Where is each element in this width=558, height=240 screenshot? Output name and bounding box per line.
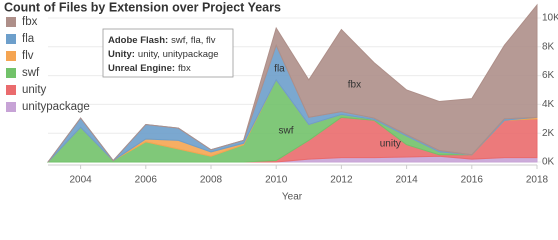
legend-label: unity [22,84,47,96]
area [47,3,538,163]
area-label: fla [274,64,285,75]
x-axis-label: Year [282,192,303,203]
chart: Count of Files by Extension over Project… [4,0,558,203]
tooltip-line: Unity: unity, unitypackage [108,49,219,60]
legend-swatch [6,102,16,112]
legend-label: swf [22,67,40,79]
tooltip-value: fbx [178,63,191,74]
x-tick-label: 2016 [461,175,484,186]
x-tick-label: 2008 [200,175,223,186]
y-tick-label: 2K [542,128,555,139]
legend-label: flv [22,50,34,62]
tooltip-line: Unreal Engine: fbx [108,63,191,74]
legend-label: fla [22,33,35,45]
legend-swatch [6,51,16,61]
legend-swatch [6,85,16,95]
tooltip-box [102,28,234,78]
legend-swatch [6,34,16,44]
legend-swatch [6,68,16,78]
y-tick-label: 10K [542,13,558,24]
legend-label: unitypackage [22,101,90,113]
x-tick-label: 2012 [330,175,353,186]
legend: fbx fla flv swf unity unitypackage [6,16,90,113]
y-tick-label: 6K [542,70,555,81]
tooltip: Adobe Flash: swf, fla, flv Unity: unity, un… [102,28,234,78]
chart-title: Count of Files by Extension over Project… [4,0,281,14]
x-tick-label: 2006 [135,175,158,186]
legend-label: fbx [22,16,38,28]
y-tick-label: 4K [542,99,555,110]
area-label: unity [380,139,401,150]
area-label: fbx [348,80,361,91]
tooltip-value: swf, fla, flv [171,35,216,46]
legend-swatch [6,17,16,27]
x-tick-label: 2014 [395,175,418,186]
tooltip-key: Adobe Flash: [108,35,168,46]
y-tick-label: 0K [542,157,555,168]
x-tick-label: 2004 [69,175,92,186]
y-tick-label: 8K [542,41,555,52]
tooltip-value: unity, unitypackage [138,49,219,60]
area-label: swf [278,126,293,137]
x-tick-label: 2010 [265,175,288,186]
tooltip-line: Adobe Flash: swf, fla, flv [108,35,216,46]
x-tick-label: 2018 [526,175,549,186]
tooltip-key: Unreal Engine: [108,63,175,74]
tooltip-key: Unity: [108,49,135,60]
